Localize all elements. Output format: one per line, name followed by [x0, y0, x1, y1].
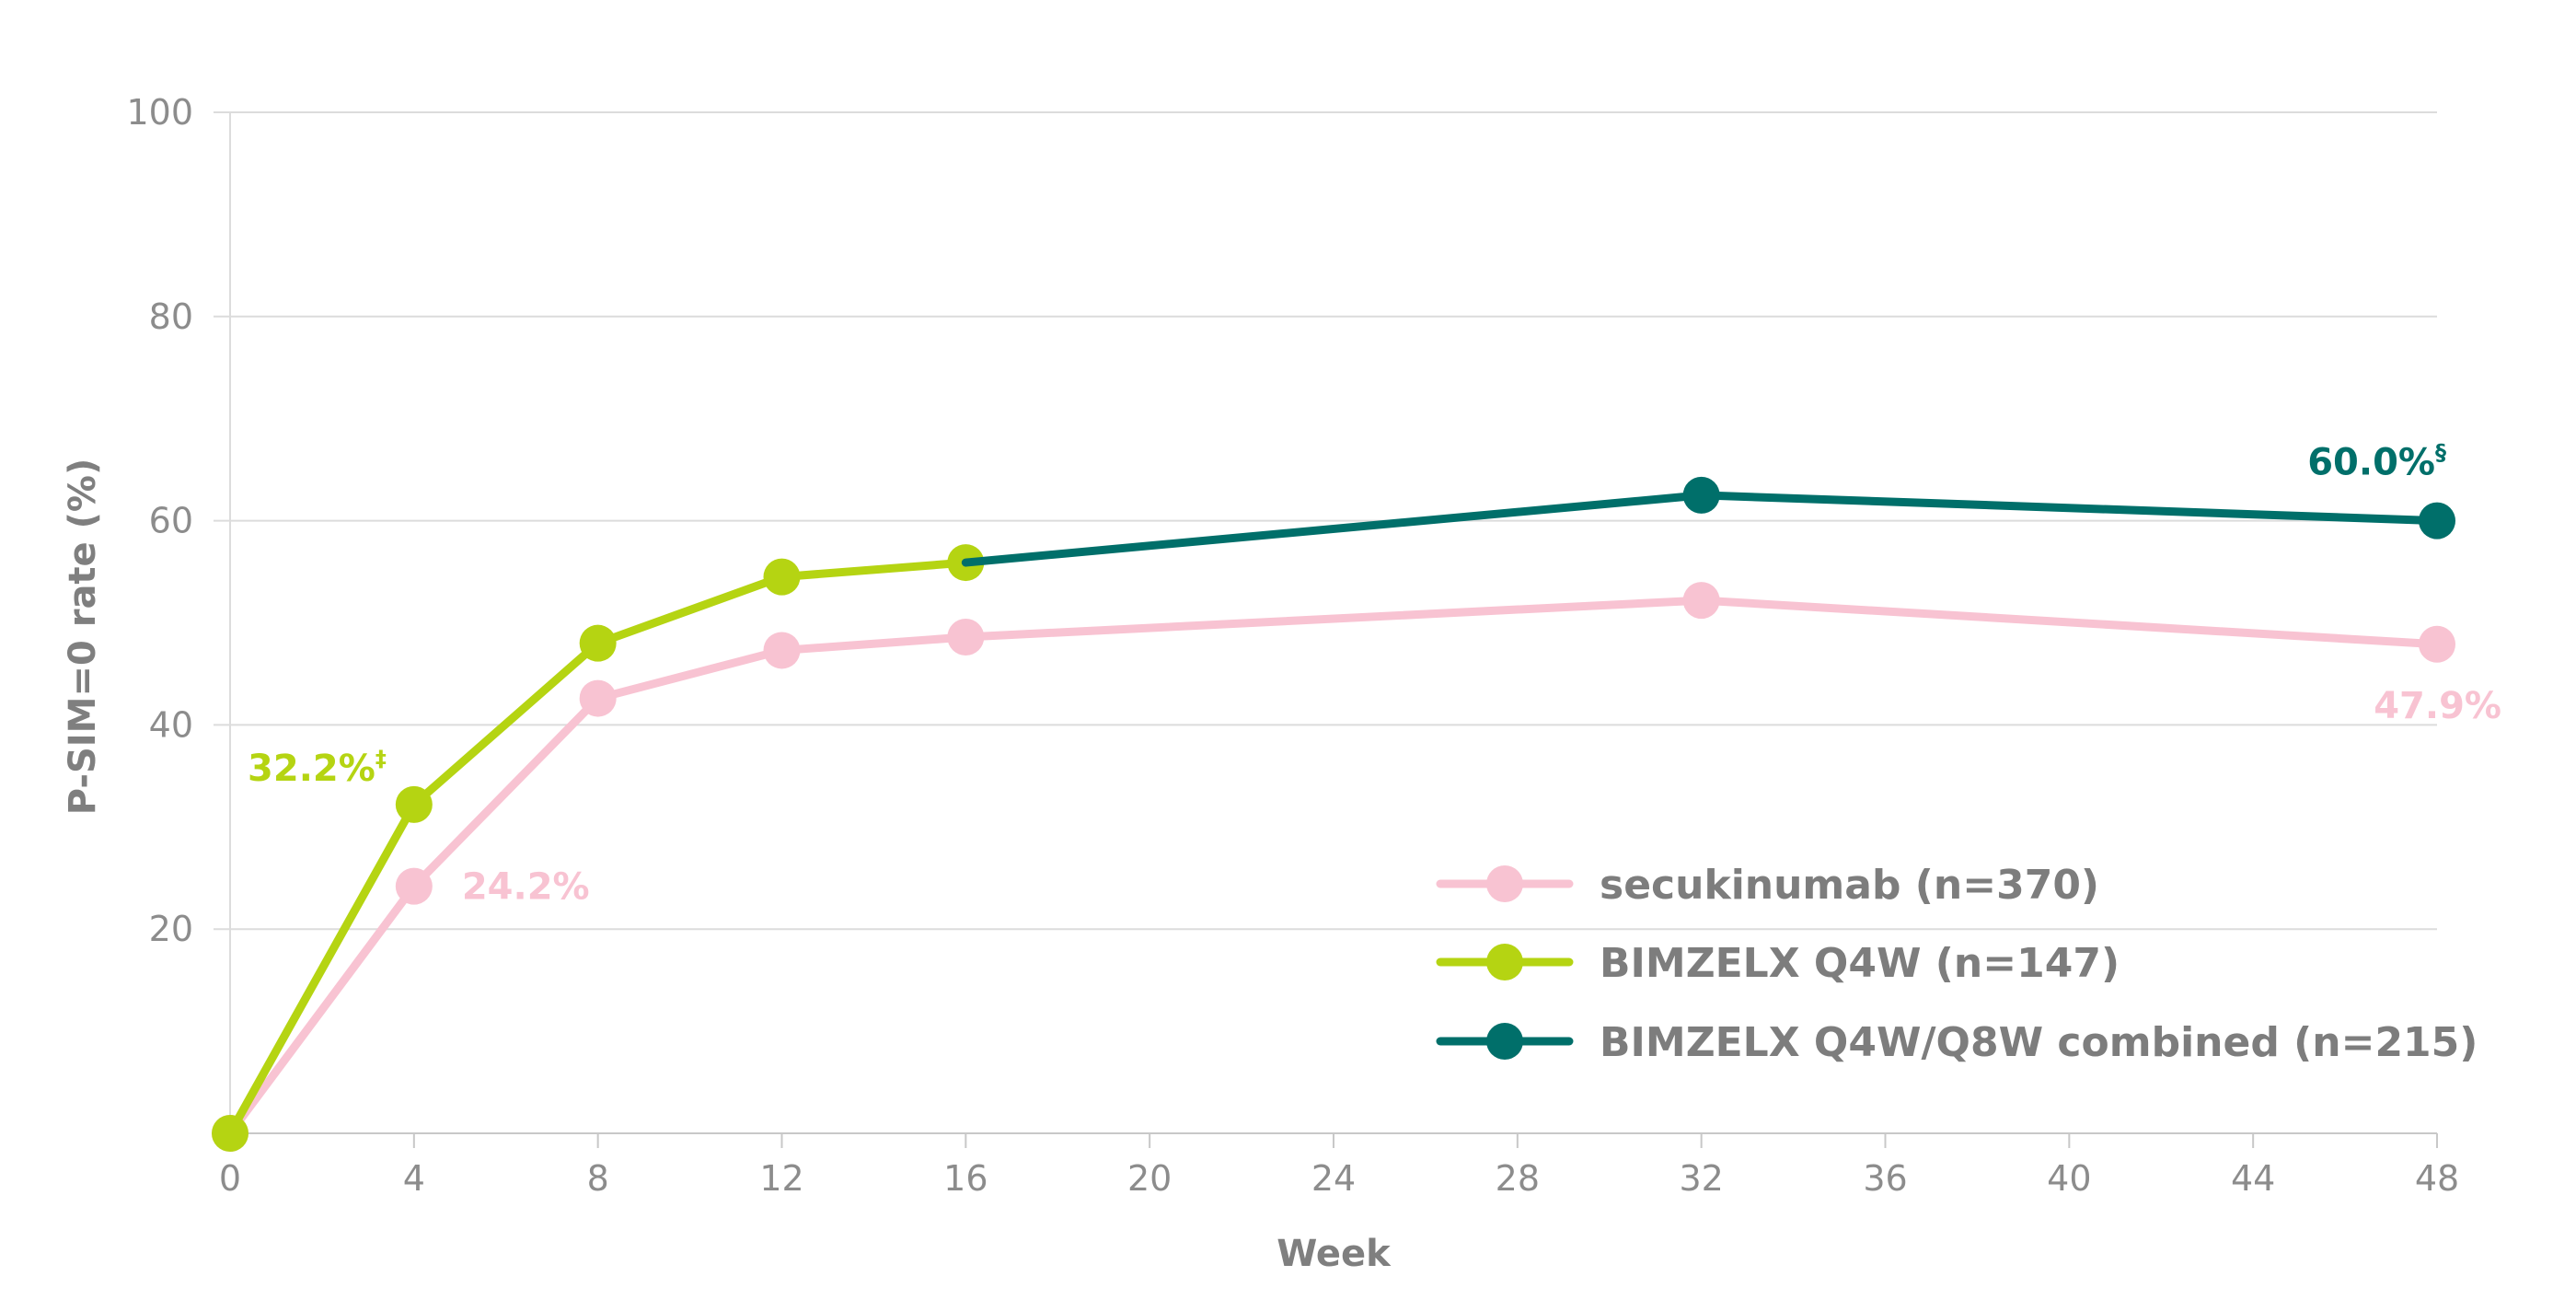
data-point [395, 867, 433, 905]
data-point [2419, 625, 2455, 663]
legend-item: BIMZELX Q4W (n=147) [1436, 940, 2120, 987]
x-tick-label: 20 [1127, 1158, 1172, 1199]
data-label: 32.2%‡ [248, 746, 387, 790]
data-label: 60.0%§ [2307, 440, 2446, 484]
legend-swatch-marker [1486, 1023, 1523, 1060]
data-label-value: 60.0% [2307, 442, 2435, 484]
data-point [1682, 476, 1720, 514]
gridlines [214, 111, 2437, 931]
series-group [961, 476, 2455, 567]
x-tick-label: 24 [1311, 1158, 1356, 1199]
data-label-value: 47.9% [2374, 685, 2501, 727]
data-label-value: 32.2% [248, 748, 375, 790]
y-tick-label: 40 [149, 704, 193, 745]
data-label-value: 24.2% [462, 866, 590, 909]
y-tick-label: 100 [126, 92, 193, 133]
x-tick-label: 16 [943, 1158, 988, 1199]
y-tick-label: 80 [149, 296, 193, 337]
data-labels: 32.2%‡ 24.2% 60.0%§ 47.9% [248, 440, 2501, 909]
x-tick-label: 36 [1863, 1158, 1907, 1199]
data-point [763, 558, 801, 596]
x-axis-title: Week [1276, 1233, 1392, 1275]
data-point [1682, 582, 1720, 620]
x-tick-label: 4 [403, 1158, 425, 1199]
data-point [395, 785, 433, 823]
legend: secukinumab (n=370) BIMZELX Q4W (n=147) BI… [1436, 862, 2478, 1066]
x-tick-label: 8 [587, 1158, 609, 1199]
data-point [579, 679, 617, 717]
data-point [947, 619, 985, 656]
legend-label: BIMZELX Q4W (n=147) [1600, 940, 2120, 987]
x-tick-label: 44 [2231, 1158, 2275, 1199]
series-group [212, 544, 985, 1152]
legend-swatch-marker [1486, 865, 1523, 902]
x-tick-label: 12 [759, 1158, 803, 1199]
legend-swatch-marker [1486, 944, 1523, 980]
data-label: 24.2% [462, 866, 590, 909]
y-axis-title: P-SIM=0 rate (%) [62, 458, 104, 816]
x-tick-label: 48 [2415, 1158, 2459, 1199]
x-tick-label: 28 [1496, 1158, 1540, 1199]
y-tick-label: 60 [149, 501, 193, 541]
x-tick-label: 0 [219, 1158, 241, 1199]
data-point [763, 632, 801, 669]
data-label-superscript: § [2435, 440, 2446, 466]
x-tick-label: 32 [1679, 1158, 1723, 1199]
legend-label: secukinumab (n=370) [1600, 862, 2099, 909]
data-label: 47.9% [2374, 685, 2501, 727]
x-tick-label: 40 [2047, 1158, 2091, 1199]
legend-label: BIMZELX Q4W/Q8W combined (n=215) [1600, 1019, 2478, 1066]
series [212, 476, 2455, 1152]
y-tick-label: 20 [149, 909, 193, 949]
data-point [212, 1115, 248, 1152]
data-label-superscript: ‡ [375, 746, 387, 772]
legend-item: secukinumab (n=370) [1436, 862, 2099, 909]
data-point [579, 624, 617, 662]
legend-item: BIMZELX Q4W/Q8W combined (n=215) [1436, 1019, 2478, 1066]
data-point [2419, 502, 2455, 539]
